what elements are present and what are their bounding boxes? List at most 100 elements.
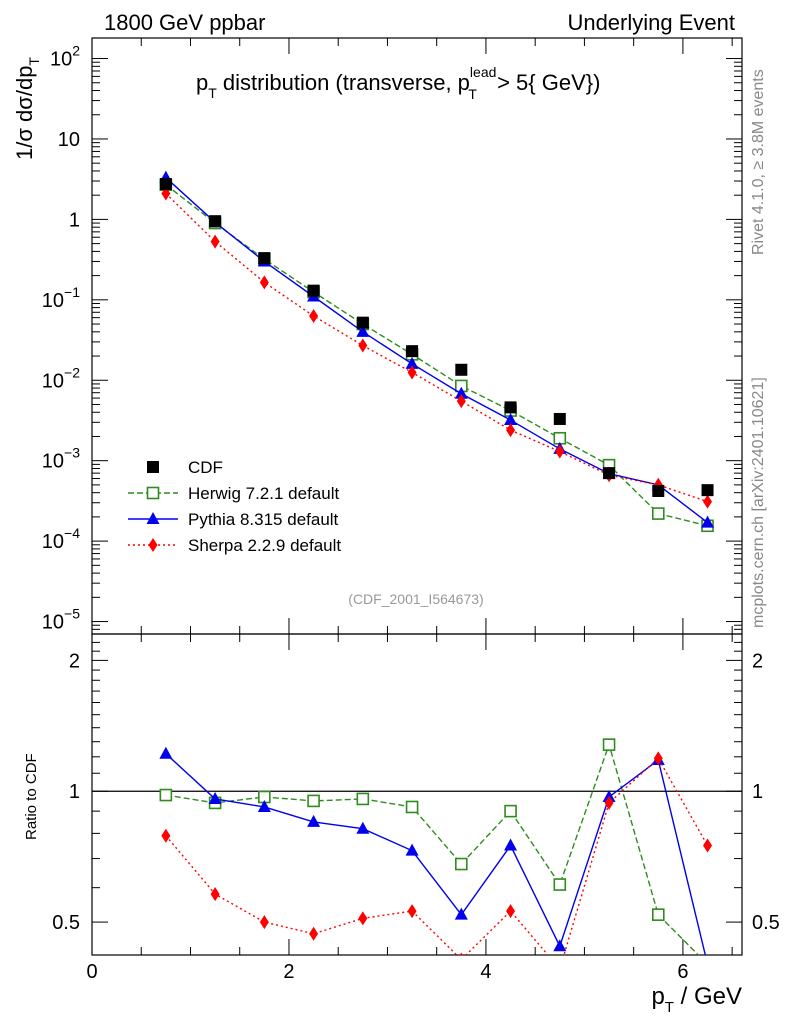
legend-marker-herwig	[146, 486, 160, 500]
rivet-version-label: Rivet 4.1.0, ≥ 3.8M events	[750, 69, 767, 255]
ratio-point-pythia	[208, 791, 222, 804]
legend-marker-data	[147, 461, 159, 473]
point-data	[652, 484, 665, 497]
tick-base: 10	[42, 290, 64, 312]
main-plot-title: pT distribution (transverse, plead T > 5{…	[196, 64, 600, 102]
point-sherpa	[210, 234, 220, 249]
legend-item-data: CDF	[147, 458, 223, 477]
main-y-tick-label: 10−3	[42, 445, 80, 473]
ratio-point-herwig	[553, 878, 567, 891]
tick-base: 10	[50, 49, 72, 71]
ratio-axis-ticks: 2 2 1 1 0.5 0.5 0 2 4 6	[52, 634, 780, 983]
tick-base: 10	[42, 612, 64, 634]
ratio-point-sherpa	[309, 926, 319, 941]
ratio-point-sherpa	[703, 838, 713, 853]
x-tick-label: 4	[480, 961, 491, 983]
point-data	[307, 284, 320, 297]
x-tick-label: 6	[677, 961, 688, 983]
point-data	[258, 252, 271, 265]
legend-label-sherpa: Sherpa 2.2.9 default	[188, 536, 341, 555]
ratio-point-sherpa	[407, 904, 417, 919]
point-sherpa	[555, 444, 565, 459]
ratio-line-pythia	[165, 753, 707, 955]
tick-exponent: −5	[64, 606, 80, 622]
tick-exponent: −3	[64, 445, 80, 461]
main-y-tick-label: 10−2	[42, 364, 80, 392]
point-pythia	[701, 515, 715, 528]
x-tick-label: 0	[86, 961, 97, 983]
ratio-point-herwig	[356, 792, 370, 806]
ratio-point-herwig	[602, 738, 616, 751]
xlabel-tail: / GeV	[674, 983, 742, 1010]
legend-label-herwig: Herwig 7.2.1 default	[188, 484, 339, 503]
main-y-tick-label: 102	[50, 43, 80, 71]
ratio-point-sherpa	[210, 887, 220, 902]
ylabel-pre: 1/σ dσ/dp	[12, 66, 37, 160]
ratio-y-tick-label: 2	[69, 650, 80, 672]
ratio-point-herwig	[504, 804, 517, 818]
ratio-y-tick-label-right: 1	[752, 781, 763, 803]
point-data	[159, 178, 172, 191]
ratio-line-sherpa	[165, 757, 709, 955]
ratio-series-herwig	[159, 738, 713, 970]
xlabel-p: p	[651, 983, 664, 1010]
ratio-point-pythia	[356, 821, 370, 834]
legend-label-data: CDF	[188, 458, 223, 477]
tick-exponent: −2	[64, 364, 80, 380]
tick-base: 10	[42, 531, 64, 553]
ratio-point-herwig	[651, 908, 665, 921]
ratio-y-tick-label: 0.5	[52, 912, 80, 934]
point-data	[209, 215, 222, 228]
ratio-point-pythia	[257, 799, 271, 812]
main-y-tick-label: 10−5	[42, 606, 80, 634]
ratio-point-pythia	[553, 939, 567, 952]
title-sup-lead: lead	[470, 64, 496, 80]
main-y-tick-label: 10−4	[42, 525, 80, 553]
point-data	[553, 412, 566, 425]
main-y-axis-label: 1/σ dσ/dpT	[12, 57, 42, 160]
ratio-point-pythia	[701, 957, 714, 969]
legend-item-sherpa: Sherpa 2.2.9 default	[128, 536, 341, 555]
point-data	[603, 467, 616, 480]
ratio-y-tick-label-right: 2	[752, 650, 763, 672]
title-p: p	[196, 70, 208, 95]
ratio-point-sherpa	[459, 952, 463, 955]
point-sherpa	[456, 394, 466, 409]
point-pythia	[356, 324, 370, 337]
series-line-herwig	[165, 184, 708, 527]
point-sherpa	[703, 494, 713, 509]
point-pythia	[405, 356, 419, 369]
point-pythia	[454, 386, 468, 399]
ratio-point-pythia	[504, 838, 518, 851]
ratio-y-axis-label: Ratio to CDF	[23, 753, 40, 840]
ratio-point-pythia	[405, 843, 419, 856]
ratio-series-group	[159, 738, 714, 976]
legend-item-pythia: Pythia 8.315 default	[128, 510, 339, 529]
point-sherpa	[506, 423, 516, 438]
ratio-point-herwig	[159, 788, 173, 802]
x-tick-label: 2	[283, 961, 294, 983]
point-sherpa	[407, 365, 417, 380]
legend-marker-pythia	[146, 512, 160, 524]
ylabel-sub: T	[26, 57, 42, 66]
main-y-tick-label: 10	[58, 129, 80, 151]
ratio-point-sherpa	[555, 962, 564, 976]
ratio-series-pythia	[159, 746, 714, 969]
ratio-point-sherpa	[604, 795, 614, 810]
ratio-point-sherpa	[653, 751, 663, 766]
ratio-y-tick-label-right: 0.5	[752, 912, 780, 934]
ratio-point-herwig	[702, 959, 713, 970]
ratio-point-pythia	[159, 746, 173, 759]
series-pythia	[159, 170, 715, 528]
tick-base: 1	[69, 209, 80, 231]
legend: CDF Herwig 7.2.1 default Pythia 8.315 defa…	[128, 458, 341, 555]
ratio-point-herwig	[307, 794, 320, 808]
ratio-point-pythia	[307, 814, 321, 827]
title-text: distribution (transverse, p	[217, 70, 470, 95]
ratio-point-herwig	[455, 857, 468, 871]
point-data	[455, 363, 468, 376]
series-data	[159, 178, 714, 497]
ratio-plot-frame	[91, 633, 743, 956]
